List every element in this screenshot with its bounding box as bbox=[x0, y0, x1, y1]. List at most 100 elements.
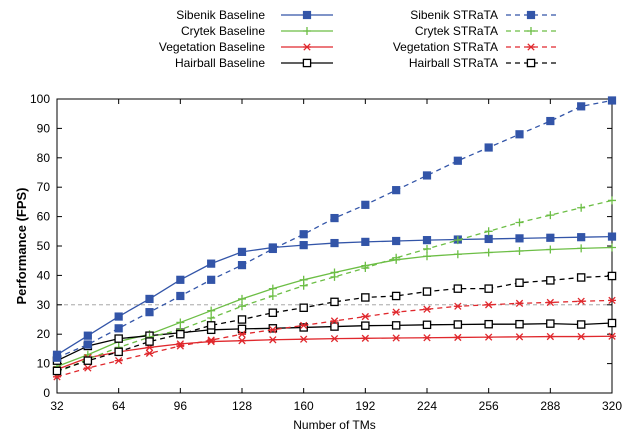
data-point bbox=[392, 253, 401, 262]
data-point bbox=[423, 244, 431, 253]
series-hairball-strata bbox=[52, 271, 617, 376]
data-point bbox=[237, 324, 247, 334]
data-point bbox=[576, 273, 586, 282]
data-point bbox=[145, 349, 154, 357]
series-line bbox=[56, 199, 613, 374]
data-point bbox=[484, 248, 493, 257]
data-point bbox=[546, 245, 555, 254]
data-point bbox=[422, 171, 432, 180]
data-point bbox=[361, 321, 370, 330]
data-point bbox=[238, 330, 246, 338]
legend-label: Hairball Baseline bbox=[175, 56, 265, 70]
data-point bbox=[526, 10, 536, 20]
legend-entry: Vegetation STRaTA bbox=[393, 40, 556, 54]
data-point bbox=[546, 319, 555, 328]
data-point bbox=[608, 196, 616, 205]
data-point bbox=[484, 227, 493, 236]
data-point bbox=[176, 318, 185, 327]
series-vegetation-baseline bbox=[53, 332, 616, 374]
data-point bbox=[453, 333, 462, 342]
y-tick-label: 0 bbox=[43, 386, 50, 400]
x-tick-label: 320 bbox=[602, 399, 622, 413]
data-point bbox=[114, 357, 123, 365]
data-point bbox=[302, 10, 312, 20]
data-point bbox=[83, 356, 93, 365]
y-tick-label: 50 bbox=[37, 239, 51, 253]
legend-entry: Hairball STRaTA bbox=[409, 56, 556, 70]
data-point bbox=[608, 243, 616, 252]
y-tick-label: 40 bbox=[37, 268, 51, 282]
data-point bbox=[515, 333, 524, 341]
data-point bbox=[176, 275, 185, 284]
data-point bbox=[515, 278, 524, 287]
legend-label: Crytek Baseline bbox=[181, 24, 265, 38]
data-point bbox=[303, 27, 311, 35]
data-point bbox=[361, 312, 370, 321]
series-crytek-baseline bbox=[53, 243, 616, 371]
data-point bbox=[176, 291, 185, 301]
data-point bbox=[268, 336, 277, 344]
data-point bbox=[453, 156, 462, 165]
x-tick-label: 192 bbox=[355, 399, 375, 413]
data-point bbox=[238, 337, 246, 345]
x-tick-label: 160 bbox=[294, 399, 314, 413]
series-vegetation-strata bbox=[53, 296, 616, 381]
data-point bbox=[114, 324, 123, 333]
y-tick-label: 90 bbox=[37, 121, 51, 135]
data-point bbox=[114, 347, 123, 357]
legend-label: Hairball STRaTA bbox=[409, 56, 498, 70]
data-point bbox=[515, 246, 524, 255]
series-sibenik-baseline bbox=[52, 232, 617, 359]
y-tick-label: 30 bbox=[37, 298, 51, 312]
data-point bbox=[607, 96, 617, 105]
data-point bbox=[299, 321, 308, 330]
data-point bbox=[268, 324, 278, 333]
data-point bbox=[207, 337, 216, 346]
data-point bbox=[577, 332, 586, 341]
data-point bbox=[515, 299, 524, 307]
data-point bbox=[207, 275, 216, 284]
x-axis-label: Number of TMs bbox=[293, 418, 375, 432]
legend-entry: Sibenik STRaTA bbox=[410, 8, 556, 22]
data-point bbox=[484, 301, 493, 309]
legend-label: Sibenik Baseline bbox=[176, 8, 265, 22]
data-point bbox=[52, 353, 62, 362]
x-tick-label: 256 bbox=[479, 399, 499, 413]
data-point bbox=[392, 186, 401, 195]
data-point bbox=[453, 236, 462, 245]
data-point bbox=[423, 334, 431, 342]
data-point bbox=[422, 320, 432, 330]
x-tick-label: 128 bbox=[232, 399, 252, 413]
data-point bbox=[392, 236, 401, 246]
data-point bbox=[299, 303, 308, 312]
data-point bbox=[484, 234, 493, 244]
legend-entry: Vegetation Baseline bbox=[159, 40, 333, 54]
data-point bbox=[607, 318, 617, 328]
data-point bbox=[484, 143, 493, 152]
data-point bbox=[52, 366, 62, 376]
data-point bbox=[114, 334, 123, 343]
data-point bbox=[453, 320, 463, 329]
data-point bbox=[145, 294, 154, 304]
data-point bbox=[577, 297, 586, 305]
legend: Sibenik Baseline Crytek Baseline Vegetatio… bbox=[159, 8, 556, 70]
series-line bbox=[56, 335, 613, 371]
data-point bbox=[361, 334, 370, 342]
data-point bbox=[299, 230, 308, 239]
data-point bbox=[391, 321, 401, 330]
data-point bbox=[299, 335, 308, 343]
data-point bbox=[484, 319, 493, 329]
data-point bbox=[206, 321, 216, 330]
data-point bbox=[577, 102, 586, 111]
data-point bbox=[361, 293, 370, 302]
legend-entry: Sibenik Baseline bbox=[176, 8, 333, 22]
data-point bbox=[515, 130, 524, 139]
y-tick-label: 80 bbox=[37, 151, 51, 165]
data-point bbox=[176, 329, 185, 339]
data-point bbox=[577, 233, 586, 242]
data-point bbox=[607, 271, 617, 281]
data-point bbox=[576, 320, 586, 329]
data-point bbox=[303, 43, 311, 51]
data-point bbox=[114, 312, 123, 321]
data-point bbox=[330, 272, 339, 281]
